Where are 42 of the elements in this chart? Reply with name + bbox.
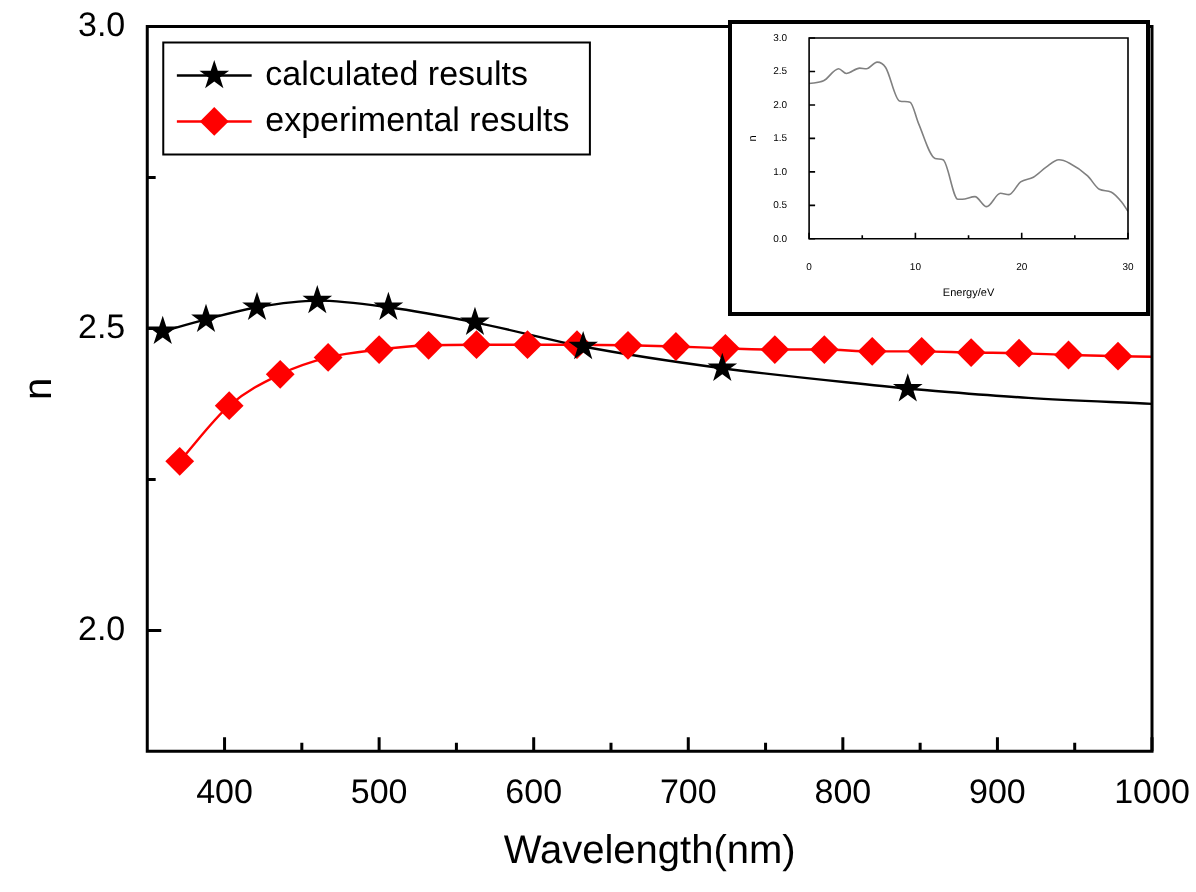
point (1054, 340, 1083, 370)
point (857, 336, 887, 366)
point (707, 352, 738, 381)
y-tick-label: 3.0 (77, 5, 126, 44)
point (242, 291, 272, 320)
point (661, 332, 691, 361)
point (373, 291, 404, 320)
y-tick-label: 2.5 (77, 307, 126, 346)
x-tick-label: 500 (350, 772, 408, 811)
point (302, 285, 333, 314)
point (265, 359, 295, 389)
x-tick-label: 600 (505, 772, 563, 811)
point (313, 342, 343, 372)
point (613, 330, 643, 360)
point (760, 335, 790, 364)
x-axis-title: Wavelength(nm) (503, 829, 796, 874)
point (165, 446, 195, 476)
point (568, 330, 598, 360)
point (513, 330, 542, 360)
point (414, 330, 443, 360)
x-tick-label: 800 (814, 772, 872, 811)
y-tick-label: 2.0 (77, 609, 126, 648)
point (364, 335, 394, 364)
line-series (809, 61, 1128, 213)
x-tick-label: 700 (659, 772, 717, 811)
legend-label: experimental results (265, 100, 570, 139)
point (460, 306, 490, 335)
x-tick-label: 1000 (1114, 772, 1190, 811)
y-axis-title: n (17, 377, 62, 400)
point (892, 373, 923, 402)
point (462, 330, 491, 360)
point (907, 336, 937, 366)
point (1004, 338, 1034, 368)
point (956, 338, 986, 367)
x-tick-label: 900 (969, 772, 1026, 811)
legend-label: calculated results (265, 54, 528, 93)
point (191, 303, 221, 332)
point (710, 333, 740, 363)
point (1103, 341, 1133, 371)
point (809, 335, 839, 364)
point (214, 391, 244, 421)
x-tick-label: 400 (196, 772, 253, 811)
